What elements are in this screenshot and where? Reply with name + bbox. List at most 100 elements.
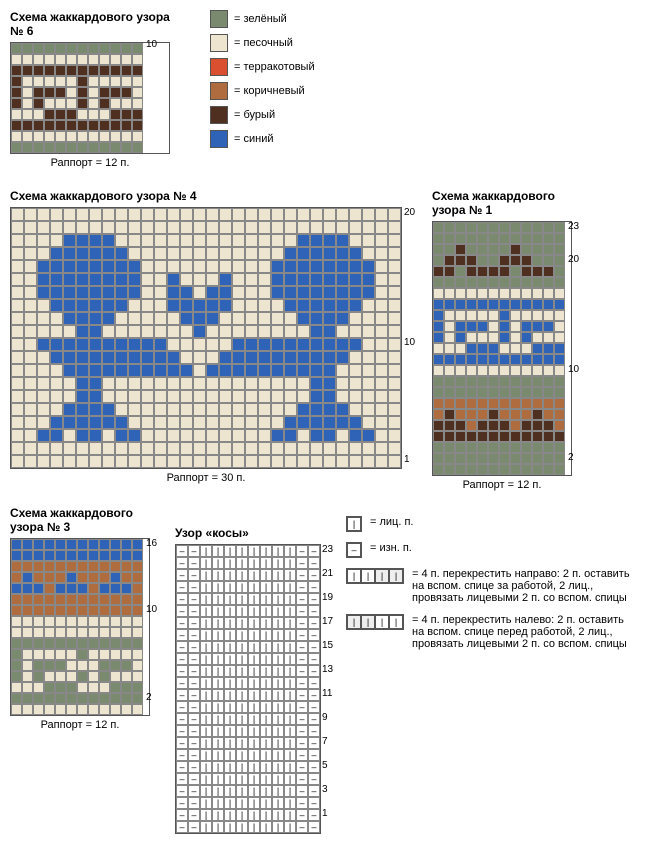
grid-cell — [99, 550, 110, 561]
grid-cell — [110, 109, 121, 120]
grid-cell — [55, 572, 66, 583]
grid-cell — [22, 131, 33, 142]
grid-cell — [33, 561, 44, 572]
grid-cell — [33, 65, 44, 76]
grid-cell — [499, 288, 510, 299]
grid-cell — [63, 351, 76, 364]
grid-cell — [362, 312, 375, 325]
grid-cell — [554, 244, 565, 255]
grid-cell — [499, 431, 510, 442]
grid-cell — [219, 325, 232, 338]
cable-cell: – — [176, 737, 188, 749]
grid-cell — [375, 247, 388, 260]
grid-cell — [532, 398, 543, 409]
grid-cell — [99, 704, 110, 715]
grid-cell — [510, 431, 521, 442]
grid-cell — [245, 455, 258, 468]
grid-cell — [284, 260, 297, 273]
grid-cell — [115, 299, 128, 312]
grid-cell — [532, 453, 543, 464]
grid-cell — [121, 605, 132, 616]
grid-cell — [50, 416, 63, 429]
grid-cell — [521, 332, 532, 343]
grid-cell — [349, 234, 362, 247]
grid-cell — [50, 377, 63, 390]
cable-row-number: 3 — [322, 784, 328, 795]
grid-cell — [323, 351, 336, 364]
grid-cell — [532, 288, 543, 299]
cable-grid: ––||||||||––––||||||||––––||||||||––––||… — [175, 544, 321, 834]
cable-cell: | — [200, 605, 212, 617]
grid-cell — [89, 364, 102, 377]
cable-cell: – — [188, 773, 200, 785]
grid-cell — [284, 325, 297, 338]
cable-cell: | — [248, 557, 260, 569]
grid-cell — [455, 277, 466, 288]
grid-cell — [132, 120, 143, 131]
grid-cell — [388, 403, 401, 416]
grid-cell — [128, 286, 141, 299]
grid-cell — [206, 312, 219, 325]
grid-cell — [37, 403, 50, 416]
grid-cell — [488, 266, 499, 277]
grid-cell — [336, 364, 349, 377]
cable-cell: | — [260, 737, 272, 749]
cable-cell: – — [308, 773, 320, 785]
grid-cell — [193, 403, 206, 416]
grid-cell — [132, 594, 143, 605]
grid-cell — [128, 377, 141, 390]
cable-cell: | — [236, 785, 248, 797]
grid-cell — [521, 266, 532, 277]
grid-cell — [362, 247, 375, 260]
grid-cell — [455, 365, 466, 376]
cable-cell: | — [200, 725, 212, 737]
chart-1: Схема жаккардового узора № 1 2320102 Рап… — [432, 189, 572, 491]
purl-symbol: – — [347, 543, 361, 557]
cable-cell: – — [188, 737, 200, 749]
grid-cell — [245, 273, 258, 286]
grid-cell — [76, 221, 89, 234]
grid-cell — [388, 247, 401, 260]
grid-cell — [554, 310, 565, 321]
cable-cell: | — [236, 581, 248, 593]
cable-cell: | — [212, 713, 224, 725]
grid-cell — [388, 273, 401, 286]
grid-cell — [102, 338, 115, 351]
grid-cell — [110, 704, 121, 715]
grid-cell — [258, 390, 271, 403]
cable-cell: – — [176, 581, 188, 593]
grid-cell — [466, 387, 477, 398]
grid-cell — [232, 221, 245, 234]
grid-cell — [323, 260, 336, 273]
grid-cell — [271, 247, 284, 260]
legend-swatch — [210, 58, 228, 76]
grid-cell — [22, 76, 33, 87]
grid-cell — [121, 583, 132, 594]
grid-cell — [284, 247, 297, 260]
grid-cell — [11, 338, 24, 351]
cable-cell: | — [284, 569, 296, 581]
grid-cell — [66, 65, 77, 76]
c4l-label: = 4 п. перекрестить налево: 2 п. оставит… — [412, 614, 632, 650]
cable-cell: | — [260, 809, 272, 821]
grid-cell — [11, 455, 24, 468]
grid-cell — [167, 286, 180, 299]
grid-cell — [499, 222, 510, 233]
grid-cell — [77, 660, 88, 671]
cable-row-number: 13 — [322, 664, 333, 675]
grid-cell — [554, 288, 565, 299]
grid-cell — [22, 98, 33, 109]
grid-cell — [284, 351, 297, 364]
grid-cell — [180, 286, 193, 299]
grid-cell — [44, 660, 55, 671]
grid-cell — [388, 325, 401, 338]
cable-cell: – — [308, 761, 320, 773]
cable-cell: | — [200, 629, 212, 641]
grid-cell — [219, 221, 232, 234]
grid-cell — [88, 649, 99, 660]
grid-cell — [336, 390, 349, 403]
grid-cell — [193, 429, 206, 442]
grid-cell — [77, 131, 88, 142]
grid-cell — [444, 387, 455, 398]
grid-cell — [132, 87, 143, 98]
